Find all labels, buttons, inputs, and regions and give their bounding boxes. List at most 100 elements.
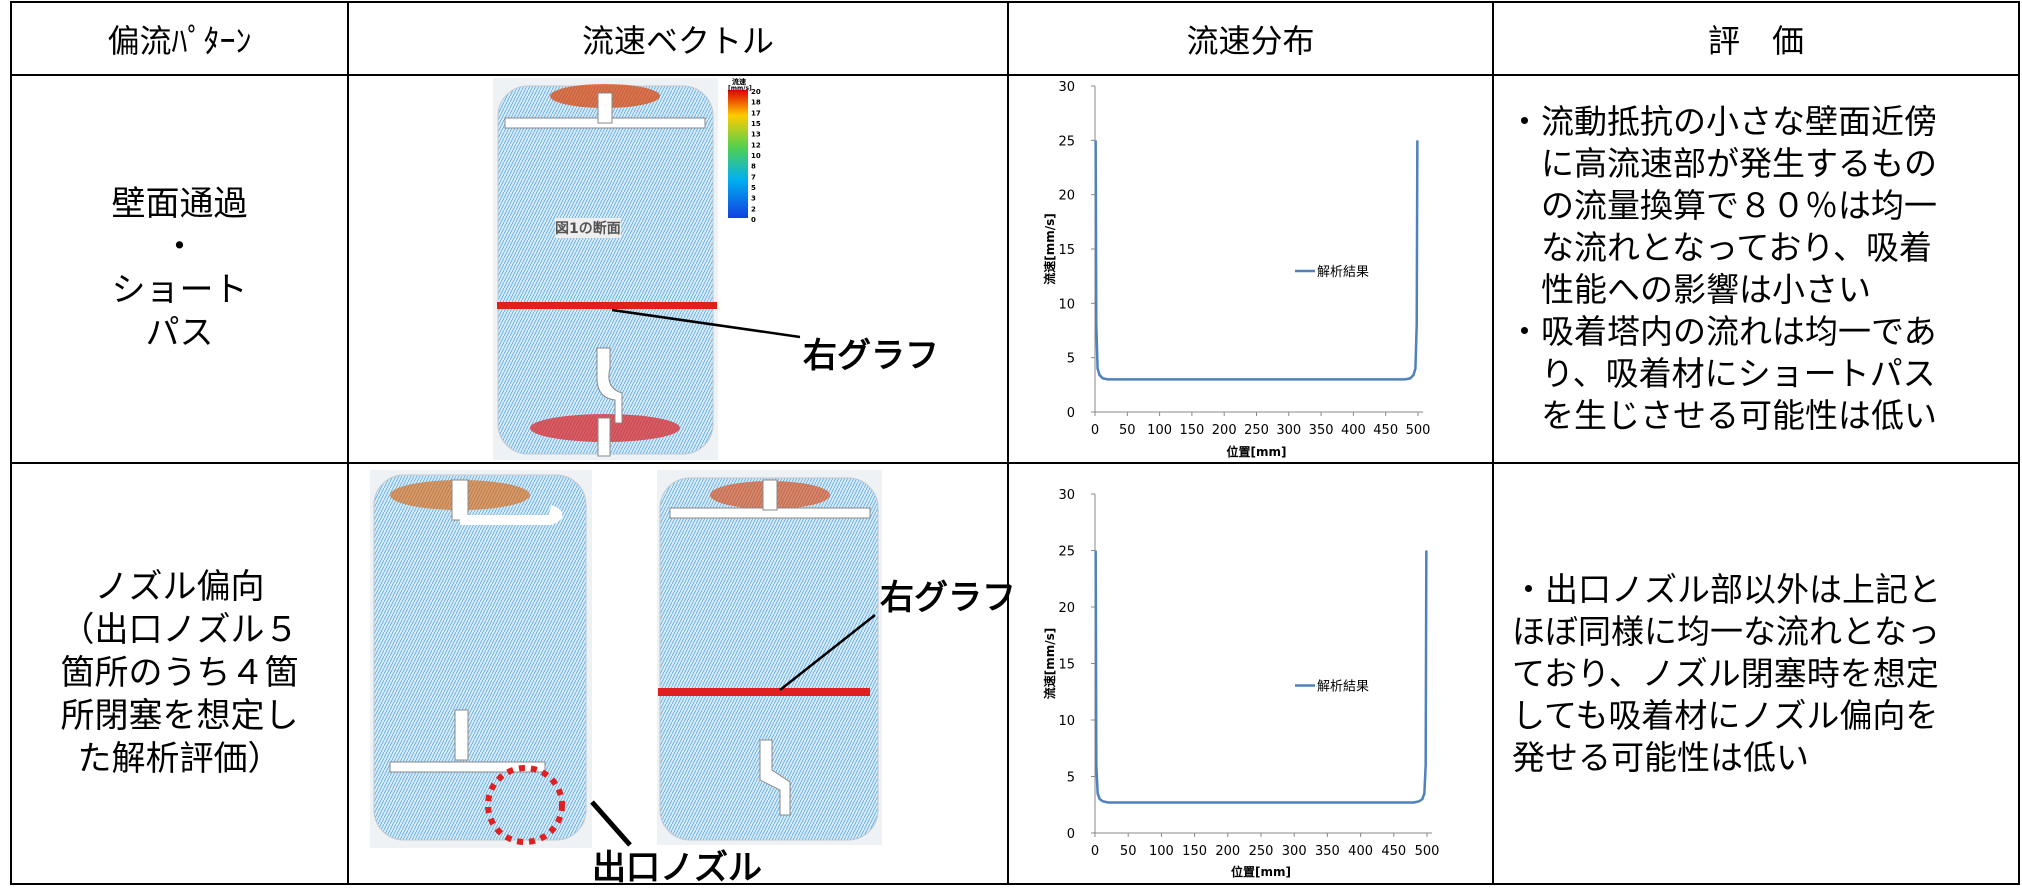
x-tick-label: 300 <box>1276 423 1301 438</box>
x-tick-label: 50 <box>1120 844 1137 859</box>
section-label: 図1の断面 <box>555 218 621 238</box>
colorbar-tick: 7 <box>751 173 756 181</box>
pipe <box>452 480 468 520</box>
border <box>2018 1 2020 885</box>
evaluation-line: に高流速部が発生するもの <box>1508 143 2018 185</box>
page: 偏流ﾊﾟﾀｰﾝ 流速ベクトル 流速分布 評 価 壁面通過・ショートパス ノズル偏… <box>0 0 2022 885</box>
pattern-line: 所閉塞を想定し <box>61 695 299 738</box>
border <box>347 1 349 885</box>
colorbar-tick: 0 <box>751 216 756 224</box>
vessel <box>374 475 586 840</box>
nozzle-label: 出口ノズル <box>592 840 762 889</box>
chart-background <box>1040 78 1440 462</box>
x-tick-label: 50 <box>1119 423 1136 438</box>
colorbar-tick: 3 <box>751 195 756 203</box>
graph-label: 右グラフ <box>880 570 1016 619</box>
x-tick-label: 400 <box>1341 423 1366 438</box>
y-axis-label: 流速[mm/s] <box>1042 628 1057 700</box>
pattern-line: パス <box>146 312 214 355</box>
evaluation-line: ており、ノズル閉塞時を想定 <box>1512 653 2018 695</box>
border <box>1007 1 1009 885</box>
evaluation-line: ほぼ同様に均一な流れとなっ <box>1512 611 2018 653</box>
x-tick-label: 250 <box>1244 423 1269 438</box>
header: 流速分布 <box>1009 3 1492 74</box>
legend-label: 解析結果 <box>1317 680 1369 695</box>
evaluation-line: の流量換算で８０％は均一 <box>1508 185 2018 227</box>
x-tick-label: 200 <box>1212 423 1237 438</box>
evaluation-cell: ・流動抵抗の小さな壁面近傍に高流速部が発生するものの流量換算で８０％は均一な流れ… <box>1494 76 2018 462</box>
evaluation-line: な流れとなっており、吸着 <box>1508 227 2018 269</box>
y-tick-label: 20 <box>1058 601 1075 616</box>
leader-line <box>592 802 630 845</box>
y-tick-label: 10 <box>1058 714 1075 729</box>
evaluation-line: ・吸着塔内の流れは均一であ <box>1508 311 2018 353</box>
pattern-line: （出口ノズル５ <box>61 609 299 652</box>
y-tick-label: 25 <box>1058 545 1075 560</box>
y-tick-label: 25 <box>1058 134 1075 149</box>
leader <box>740 610 890 700</box>
colorbar-tick: 10 <box>751 152 761 160</box>
vessel <box>498 86 713 454</box>
pattern-line: 壁面通過 <box>112 183 248 226</box>
colorbar-tick: 8 <box>751 163 756 171</box>
colorbar-tick: 5 <box>751 184 756 192</box>
x-tick-label: 0 <box>1091 423 1099 438</box>
pattern-line: 箇所のうち４箇 <box>61 652 299 695</box>
leader-line <box>780 615 875 690</box>
x-tick-label: 150 <box>1182 844 1207 859</box>
legend-label: 解析結果 <box>1317 265 1369 280</box>
x-tick-label: 500 <box>1406 423 1431 438</box>
y-tick-label: 30 <box>1058 488 1075 503</box>
colorbar-tick: 13 <box>751 131 761 139</box>
x-tick-label: 100 <box>1149 844 1174 859</box>
x-tick-label: 300 <box>1282 844 1307 859</box>
colorbar-tick: 17 <box>751 109 761 117</box>
pattern-line: ショート <box>112 269 248 312</box>
colorbar-tick: 12 <box>751 141 761 149</box>
x-tick-label: 500 <box>1415 844 1440 859</box>
x-tick-label: 400 <box>1348 844 1373 859</box>
evaluation-line: 発せる可能性は低い <box>1512 737 2018 779</box>
colorbar <box>728 90 748 218</box>
y-tick-label: 15 <box>1058 243 1075 258</box>
evaluation-line: 性能への影響は小さい <box>1508 269 2018 311</box>
x-tick-label: 0 <box>1091 844 1099 859</box>
pattern-line: ノズル偏向 <box>95 566 265 609</box>
y-tick-label: 5 <box>1067 771 1075 786</box>
x-axis-label: 位置[mm] <box>1227 444 1287 459</box>
evaluation-line: しても吸着材にノズル偏向を <box>1512 695 2018 737</box>
y-tick-label: 30 <box>1058 80 1075 95</box>
colorbar-unit: [mm/s] <box>728 85 752 92</box>
x-tick-label: 200 <box>1215 844 1240 859</box>
y-tick-label: 20 <box>1058 189 1075 204</box>
x-tick-label: 150 <box>1179 423 1204 438</box>
evaluation-line: ・流動抵抗の小さな壁面近傍 <box>1508 101 2018 143</box>
colorbar-tick: 18 <box>751 99 761 107</box>
pattern-line: た解析評価） <box>78 738 282 781</box>
evaluation-line: ・出口ノズル部以外は上記と <box>1512 569 2018 611</box>
chart-background <box>1040 468 1440 883</box>
leader-line <box>612 310 800 337</box>
colorbar-tick: 15 <box>751 120 761 128</box>
x-tick-label: 450 <box>1373 423 1398 438</box>
evaluation-cell: ・出口ノズル部以外は上記とほぼ同様に均一な流れとなっており、ノズル閉塞時を想定し… <box>1494 464 2018 883</box>
y-tick-label: 10 <box>1058 297 1075 312</box>
x-tick-label: 100 <box>1147 423 1172 438</box>
pipe <box>598 93 612 123</box>
x-tick-label: 250 <box>1249 844 1274 859</box>
y-tick-label: 0 <box>1067 827 1075 842</box>
pattern-line: ・ <box>163 226 197 269</box>
y-tick-label: 0 <box>1067 406 1075 421</box>
evaluation-line: を生じさせる可能性は低い <box>1508 395 2018 437</box>
nozzle <box>455 710 468 760</box>
x-tick-label: 350 <box>1309 423 1334 438</box>
header: 偏流ﾊﾟﾀｰﾝ <box>12 3 347 74</box>
colorbar-tick: 20 <box>751 88 761 96</box>
x-axis-label: 位置[mm] <box>1231 864 1291 879</box>
pattern-cell: 壁面通過・ショートパス <box>12 76 347 462</box>
x-tick-label: 450 <box>1381 844 1406 859</box>
x-tick-label: 350 <box>1315 844 1340 859</box>
